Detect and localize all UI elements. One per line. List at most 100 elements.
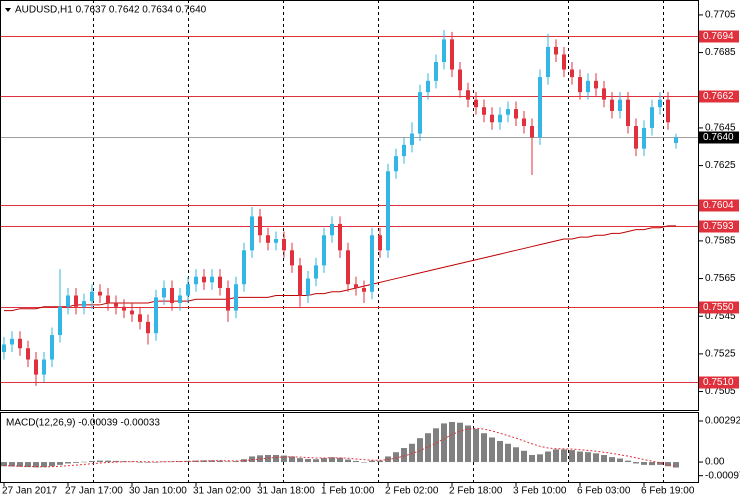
- level-label: 0.7550: [703, 302, 734, 313]
- macd-bar: [481, 433, 487, 463]
- x-tick-label: 6 Feb 19:00: [641, 486, 695, 497]
- candle-body: [330, 223, 334, 236]
- candle-body: [666, 99, 670, 123]
- macd-bar: [505, 443, 511, 463]
- macd-bar: [281, 455, 287, 463]
- candle-body: [210, 276, 214, 283]
- candle-body: [114, 303, 118, 307]
- candle-body: [186, 284, 190, 296]
- macd-bar: [609, 457, 615, 463]
- candle-body: [306, 278, 310, 296]
- y-tick-label: 0.7505: [705, 386, 736, 397]
- macd-bar: [593, 453, 599, 463]
- y-tick-label: 0.7645: [705, 123, 736, 134]
- macd-y-tick-label: -0.00097: [705, 470, 740, 481]
- macd-bar: [561, 449, 567, 463]
- plot: [0, 29, 699, 468]
- x-tick-label: 2 Feb 02:00: [385, 486, 439, 497]
- frames: [0, 0, 699, 483]
- candle-body: [66, 295, 70, 307]
- macd-bar: [465, 425, 471, 463]
- candle-body: [354, 284, 358, 288]
- candle-body: [482, 107, 486, 115]
- candle-body: [618, 99, 622, 111]
- macd-bar: [585, 452, 591, 463]
- level-label-box: [699, 376, 739, 389]
- candle-body: [42, 359, 46, 375]
- macd-bar: [633, 462, 639, 464]
- macd-bar: [521, 450, 527, 463]
- candle-body: [498, 114, 502, 123]
- macd-bar: [433, 428, 439, 463]
- candle-body: [578, 77, 582, 93]
- candle-body: [202, 276, 206, 283]
- candle-body: [322, 235, 326, 266]
- macd-bar: [577, 451, 583, 463]
- x-tick-label: 27 Jan 17:00: [65, 486, 123, 497]
- macd-bar: [537, 454, 543, 463]
- candle-body: [18, 338, 22, 349]
- candle-body: [90, 291, 94, 302]
- macd-bar: [441, 423, 447, 463]
- x-tick-label: 3 Feb 10:00: [513, 486, 567, 497]
- level-label-box: [699, 199, 739, 212]
- candle-body: [554, 46, 558, 55]
- macd-bar: [81, 461, 87, 463]
- candle-body: [122, 306, 126, 311]
- macd-bar: [273, 455, 279, 463]
- macd-bar: [353, 460, 359, 463]
- candle-body: [82, 301, 86, 307]
- x-tick-label: 31 Jan 18:00: [257, 486, 315, 497]
- level-label: 0.7604: [703, 200, 734, 211]
- macd-bar: [305, 458, 311, 463]
- candle-body: [170, 287, 174, 304]
- candle-body: [570, 69, 574, 78]
- macd-bar: [369, 460, 375, 463]
- macd-bar: [449, 421, 455, 463]
- macd-bar: [1, 462, 7, 467]
- candle-body: [178, 295, 182, 304]
- candle-body: [634, 126, 638, 149]
- candle-body: [602, 88, 606, 100]
- candle-body: [418, 92, 422, 134]
- candle-body: [546, 46, 550, 78]
- x-tick-label: 1 Feb 10:00: [321, 486, 375, 497]
- macd-signal: [3, 427, 677, 468]
- candle-body: [530, 126, 534, 138]
- level-label: 0.7593: [703, 221, 734, 232]
- macd-bar: [473, 429, 479, 463]
- level-label: 0.7662: [703, 91, 734, 102]
- candle-body: [250, 216, 254, 251]
- candle-body: [234, 284, 238, 311]
- candle-body: [506, 109, 510, 115]
- macd-bar: [457, 422, 463, 463]
- candle-body: [562, 54, 566, 70]
- candle-body: [130, 310, 134, 315]
- macd-bar: [625, 460, 631, 463]
- macd-title: MACD(12,26,9) -0.00039 -0.00033: [6, 418, 160, 429]
- macd-bar: [137, 462, 143, 463]
- macd-bar: [105, 460, 111, 463]
- candle-body: [362, 287, 366, 292]
- candle-body: [426, 80, 430, 93]
- x-tick-label: 6 Feb 03:00: [577, 486, 631, 497]
- macd-bar: [321, 458, 327, 463]
- macd-bar: [601, 455, 607, 463]
- macd-bar: [361, 462, 367, 463]
- macd-bar: [57, 462, 63, 465]
- macd-bar: [41, 462, 47, 468]
- macd-bar: [249, 456, 255, 463]
- candle-body: [474, 99, 478, 108]
- y-tick-label: 0.7625: [705, 160, 736, 171]
- candle-body: [594, 80, 598, 89]
- candle-body: [290, 250, 294, 266]
- candle-body: [650, 107, 654, 128]
- macd-bar: [649, 462, 655, 466]
- candle-body: [298, 265, 302, 296]
- macd-bar: [665, 462, 671, 467]
- macd-bar: [225, 461, 231, 463]
- level-label-box: [699, 220, 739, 233]
- candle-body: [458, 69, 462, 91]
- macd-bar: [425, 433, 431, 463]
